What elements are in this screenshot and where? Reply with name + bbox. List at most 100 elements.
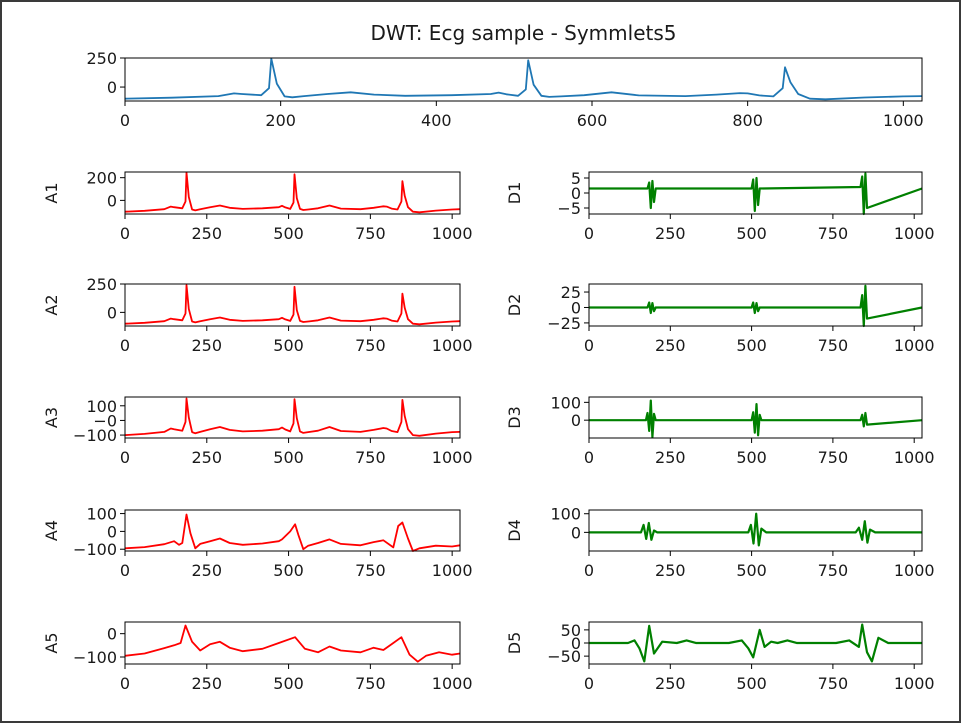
- y-axis-label: D5: [505, 632, 524, 655]
- x-tick-label: 1000: [894, 448, 935, 467]
- y-axis-label: A4: [42, 520, 61, 541]
- y-tick-label: 100: [550, 393, 581, 412]
- x-tick-label: 1000: [432, 336, 473, 355]
- y-tick-label: 0: [107, 191, 117, 210]
- x-tick-label: 250: [655, 336, 686, 355]
- y-tick-label: 50: [561, 621, 581, 640]
- x-tick-label: 250: [655, 448, 686, 467]
- x-tick-label: 500: [273, 336, 304, 355]
- x-tick-label: 400: [421, 111, 452, 130]
- y-tick-label: 0: [571, 298, 581, 317]
- x-tick-label: 250: [655, 674, 686, 693]
- axes-frame: [588, 283, 923, 327]
- series-line-d3: [589, 399, 923, 439]
- x-tick-label: 0: [584, 224, 594, 243]
- x-tick-label: 250: [655, 224, 686, 243]
- axes-frame: [124, 509, 461, 552]
- x-tick-label: 0: [120, 111, 130, 130]
- x-tick-label: 750: [818, 674, 849, 693]
- y-tick-label: −25: [547, 314, 581, 333]
- series-line-a3: [124, 397, 461, 437]
- subplot-a2: 0 250 500 750 1000 250 0 A2: [42, 275, 473, 355]
- axes-frame: [588, 509, 923, 552]
- y-axis-label: D2: [505, 294, 524, 317]
- x-tick-label: 500: [273, 561, 304, 580]
- x-tick-label: 1000: [894, 224, 935, 243]
- axes-frame: [124, 283, 461, 327]
- x-tick-label: 1000: [894, 561, 935, 580]
- axes-frame: [124, 57, 923, 102]
- y-tick-label: 0: [107, 78, 117, 97]
- figure-title: DWT: Ecg sample - Symmlets5: [370, 21, 677, 45]
- series-line-a5: [124, 624, 461, 663]
- y-tick-label: 0: [571, 184, 581, 203]
- x-tick-label: 250: [655, 561, 686, 580]
- x-tick-label: 500: [736, 336, 767, 355]
- subplot-signal: 0 200 400 600 800 1000 250 0: [86, 49, 923, 130]
- y-tick-label: 25: [561, 283, 581, 302]
- y-tick-label: −0: [93, 411, 117, 430]
- y-axis-label: D4: [505, 519, 524, 542]
- x-tick-label: 0: [584, 561, 594, 580]
- x-tick-label: 750: [818, 224, 849, 243]
- y-tick-label: −5: [557, 199, 581, 218]
- x-tick-label: 1000: [894, 336, 935, 355]
- y-tick-label: −100: [73, 540, 117, 559]
- axes-frame: [124, 171, 461, 215]
- x-tick-label: 500: [736, 561, 767, 580]
- series-line-d4: [589, 512, 922, 547]
- y-axis-label: A2: [42, 294, 61, 315]
- y-tick-label: 0: [571, 523, 581, 542]
- series-line-d5: [589, 623, 922, 663]
- y-tick-label: 5: [571, 169, 581, 188]
- x-tick-label: 1000: [883, 111, 924, 130]
- y-tick-label: 100: [86, 397, 117, 416]
- x-tick-label: 750: [818, 561, 849, 580]
- x-tick-label: 600: [577, 111, 608, 130]
- x-tick-label: 500: [273, 224, 304, 243]
- y-tick-label: 250: [86, 275, 117, 294]
- x-tick-label: 1000: [432, 224, 473, 243]
- x-tick-label: 250: [192, 336, 223, 355]
- x-tick-label: 500: [273, 448, 304, 467]
- x-tick-label: 750: [355, 224, 386, 243]
- subplot-a1: 0 250 500 750 1000 200 0 A1: [42, 169, 473, 243]
- x-tick-label: 750: [355, 561, 386, 580]
- x-tick-label: 250: [192, 674, 223, 693]
- x-tick-label: 250: [192, 224, 223, 243]
- x-tick-label: 0: [120, 224, 130, 243]
- x-tick-label: 750: [818, 448, 849, 467]
- axes-frame: [124, 621, 461, 665]
- series-line-d1: [589, 172, 923, 216]
- x-tick-label: 0: [584, 448, 594, 467]
- y-tick-label: 250: [86, 49, 117, 68]
- x-tick-label: 750: [355, 674, 386, 693]
- x-tick-label: 1000: [432, 561, 473, 580]
- x-tick-label: 200: [265, 111, 296, 130]
- x-tick-label: 1000: [894, 674, 935, 693]
- x-tick-label: 250: [192, 561, 223, 580]
- axes-frame: [124, 396, 461, 439]
- series-line-signal: [124, 57, 923, 101]
- x-tick-label: 500: [273, 674, 304, 693]
- x-tick-label: 800: [732, 111, 763, 130]
- x-tick-label: 1000: [432, 674, 473, 693]
- x-tick-label: 0: [584, 674, 594, 693]
- x-tick-label: 750: [355, 336, 386, 355]
- y-axis-label: A3: [42, 407, 61, 428]
- y-axis-label: D1: [505, 182, 524, 205]
- x-tick-label: 1000: [432, 448, 473, 467]
- x-tick-label: 0: [120, 674, 130, 693]
- y-tick-label: 0: [571, 634, 581, 653]
- y-tick-label: 200: [86, 169, 117, 188]
- y-tick-label: 0: [107, 303, 117, 322]
- x-tick-label: 750: [818, 336, 849, 355]
- series-line-a1: [124, 171, 461, 214]
- y-tick-label: 0: [107, 625, 117, 644]
- series-line-a4: [124, 513, 461, 552]
